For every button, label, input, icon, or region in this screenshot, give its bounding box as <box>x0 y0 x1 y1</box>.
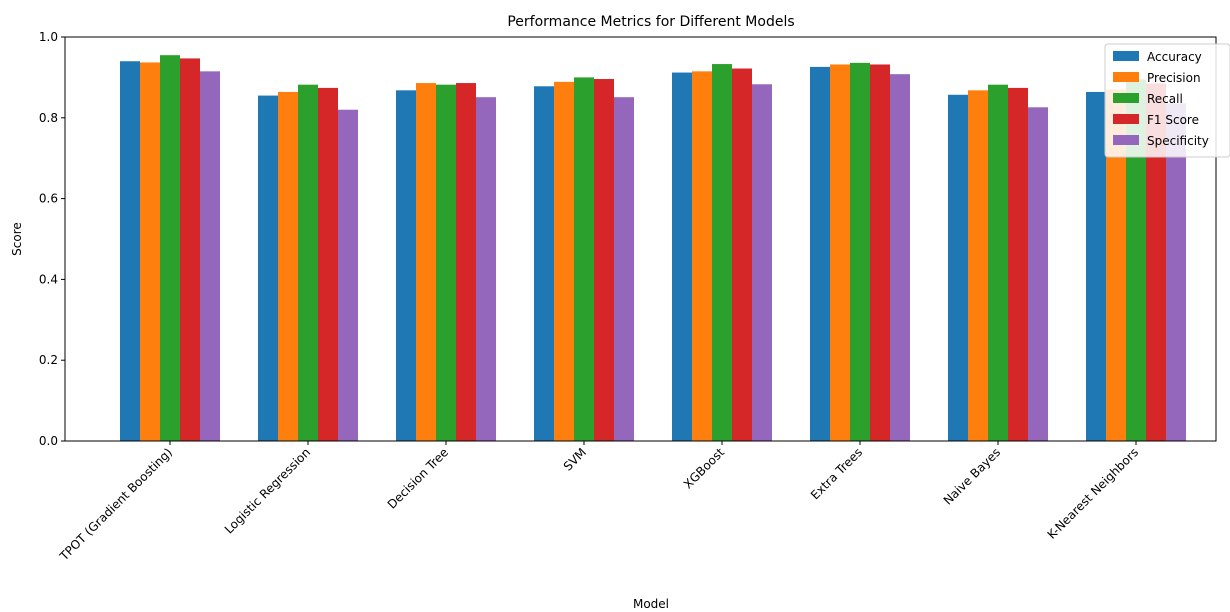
x-tick-label-6: Naive Bayes <box>941 445 1003 507</box>
legend: Accuracy Precision Recall F1 Score Specifici… <box>1105 44 1230 157</box>
bar-f1-score-3 <box>594 79 614 441</box>
legend-swatch-precision <box>1113 72 1139 82</box>
bar-recall-5 <box>850 63 870 441</box>
bar-specificity-0 <box>200 71 220 441</box>
bar-specificity-2 <box>476 97 496 441</box>
x-tick-label-5: Extra Trees <box>808 445 865 502</box>
legend-swatch-accuracy <box>1113 51 1139 61</box>
chart-title: Performance Metrics for Different Models <box>507 14 794 30</box>
bar-precision-2 <box>416 83 436 441</box>
legend-label-recall: Recall <box>1147 92 1183 106</box>
y-tick-label-0: 0.0 <box>39 434 58 448</box>
bar-precision-1 <box>278 92 298 441</box>
bar-recall-1 <box>298 85 318 441</box>
bar-precision-4 <box>692 71 712 441</box>
x-tick-label-0: TPOT (Gradient Boosting) <box>56 445 175 564</box>
bar-recall-6 <box>988 85 1008 441</box>
y-axis-label: Score <box>10 222 24 256</box>
bar-precision-0 <box>140 62 160 441</box>
legend-swatch-f1-score <box>1113 114 1139 124</box>
bar-accuracy-1 <box>258 96 278 441</box>
y-tick-label-4: 0.8 <box>39 111 58 125</box>
bar-specificity-5 <box>890 74 910 441</box>
bar-accuracy-3 <box>534 86 554 441</box>
legend-label-accuracy: Accuracy <box>1147 50 1202 64</box>
bar-recall-2 <box>436 85 456 441</box>
bar-recall-4 <box>712 64 732 441</box>
legend-label-precision: Precision <box>1147 71 1201 85</box>
y-tick-label-1: 0.2 <box>39 353 58 367</box>
legend-label-f1-score: F1 Score <box>1147 113 1199 127</box>
bar-f1-score-2 <box>456 83 476 441</box>
bar-specificity-6 <box>1028 107 1048 441</box>
y-axis-ticks: 0.0 0.2 0.4 0.6 0.8 1.0 <box>39 30 65 448</box>
bar-recall-3 <box>574 77 594 441</box>
x-tick-label-4: XGBoost <box>681 445 727 491</box>
bar-accuracy-6 <box>948 95 968 441</box>
bar-accuracy-5 <box>810 67 830 441</box>
bar-recall-0 <box>160 55 180 441</box>
bar-precision-3 <box>554 82 574 441</box>
x-axis-ticks: TPOT (Gradient Boosting) Logistic Regress… <box>56 441 1141 564</box>
y-tick-label-2: 0.4 <box>39 272 58 286</box>
x-axis-label: Model <box>633 597 669 611</box>
bar-specificity-3 <box>614 97 634 441</box>
bar-precision-6 <box>968 90 988 441</box>
bar-precision-5 <box>830 64 850 441</box>
bar-specificity-1 <box>338 110 358 441</box>
legend-swatch-specificity <box>1113 135 1139 145</box>
bars-layer <box>120 55 1186 441</box>
bar-f1-score-0 <box>180 58 200 441</box>
y-tick-label-3: 0.6 <box>39 192 58 206</box>
bar-f1-score-4 <box>732 69 752 441</box>
bar-accuracy-2 <box>396 90 416 441</box>
bar-f1-score-5 <box>870 64 890 441</box>
bar-accuracy-0 <box>120 61 140 441</box>
x-tick-label-2: Decision Tree <box>385 445 451 511</box>
bar-specificity-4 <box>752 84 772 441</box>
x-tick-label-1: Logistic Regression <box>222 445 313 536</box>
bar-accuracy-7 <box>1086 92 1106 441</box>
legend-swatch-recall <box>1113 93 1139 103</box>
legend-label-specificity: Specificity <box>1147 134 1209 148</box>
bar-accuracy-4 <box>672 73 692 441</box>
x-tick-label-3: SVM <box>561 445 589 473</box>
bar-f1-score-1 <box>318 88 338 441</box>
bar-f1-score-6 <box>1008 88 1028 441</box>
x-tick-label-7: K-Nearest Neighbors <box>1045 445 1142 542</box>
y-tick-label-5: 1.0 <box>39 30 58 44</box>
